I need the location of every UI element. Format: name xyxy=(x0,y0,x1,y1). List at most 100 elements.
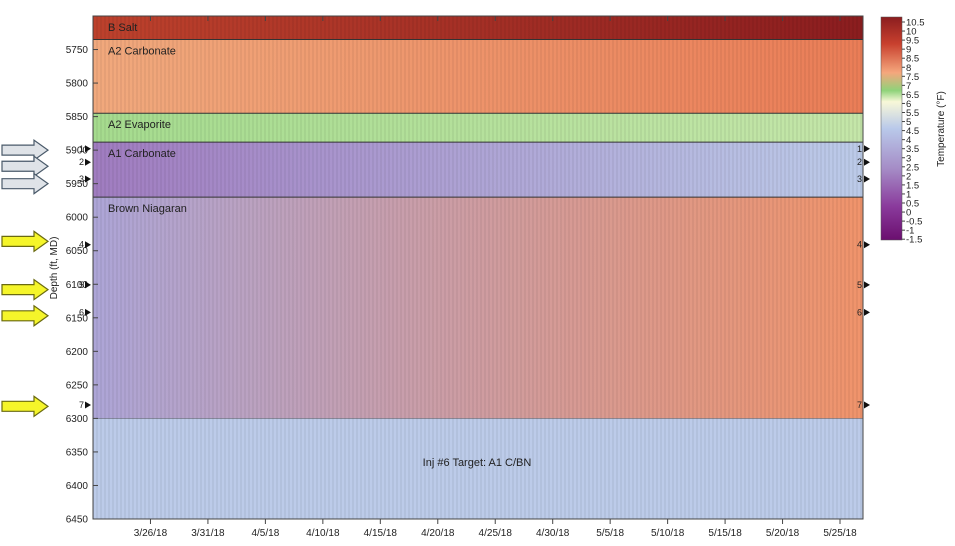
x-tick-label: 4/5/18 xyxy=(251,528,279,539)
gray-arrow xyxy=(1,172,50,195)
colorbar-ticks: 10.5109.598.587.576.565.554.543.532.521.… xyxy=(902,18,925,246)
colorbar-tick-label: 8.5 xyxy=(906,54,919,65)
colorbar-tick-label: 10.5 xyxy=(906,18,925,29)
colorbar-tick-label: 1 xyxy=(906,189,911,200)
formation-labels: B Salt A2 Carbonate A2 Evaporite A1 Carbona… xyxy=(108,22,187,215)
marker-triangle-right xyxy=(864,241,870,249)
marker-label-left: 6 xyxy=(79,307,84,317)
colorbar-tick-label: 0 xyxy=(906,208,911,219)
marker-triangle-left xyxy=(85,241,91,249)
colorbar-tick-label: -1.5 xyxy=(906,235,922,246)
colorbar-tick-label: 10 xyxy=(906,27,917,38)
marker-triangle-right xyxy=(864,308,870,316)
marker-triangle-right xyxy=(864,281,870,289)
x-tick-label: 3/26/18 xyxy=(134,528,168,539)
formation-label: A2 Evaporite xyxy=(108,119,171,131)
yellow-arrow xyxy=(1,395,50,418)
colorbar-tick-label: 6.5 xyxy=(906,90,919,101)
y-tick-label: 5950 xyxy=(66,179,89,190)
marker-label-left: 4 xyxy=(79,240,84,250)
injection-target-annotation: Inj #6 Target: A1 C/BN xyxy=(423,457,532,469)
formation-boundaries xyxy=(93,38,863,419)
colorbar-tick-label: 7 xyxy=(906,81,911,92)
y-axis: 5750 5800 5850 5900 5950 6000 6050 6100 6150 6200… xyxy=(66,45,98,526)
formation-label: Brown Niagaran xyxy=(108,203,187,215)
marker-triangle-left xyxy=(85,308,91,316)
sensor-markers: 1 1 2 2 3 3 4 4 5 5 6 6 7 7 xyxy=(79,144,870,410)
formation-label: A2 Carbonate xyxy=(108,45,176,57)
marker-label-left: 7 xyxy=(79,400,84,410)
colorbar-tick-label: 3 xyxy=(906,153,911,164)
marker-triangle-right xyxy=(864,175,870,183)
x-tick-label: 4/30/18 xyxy=(536,528,570,539)
marker-triangle-left xyxy=(85,401,91,409)
y-tick-label: 6350 xyxy=(66,447,89,458)
y-tick-label: 6200 xyxy=(66,347,89,358)
colorbar-tick-label: 4 xyxy=(906,135,911,146)
x-tick-label: 5/25/18 xyxy=(823,528,857,539)
y-tick-label: 5800 xyxy=(66,79,89,90)
colorbar-tick-label: 6 xyxy=(906,99,911,110)
colorbar-tick-label: 5.5 xyxy=(906,108,919,119)
colorbar-tick-label: 2 xyxy=(906,171,911,182)
colorbar-tick-label: 1.5 xyxy=(906,180,919,191)
plot-frame xyxy=(92,15,864,520)
marker-label-left: 2 xyxy=(79,157,84,167)
marker-label-left: 1 xyxy=(79,144,84,154)
y-tick-label: 6050 xyxy=(66,246,89,257)
colorbar-tick-label: 3.5 xyxy=(906,144,919,155)
x-tick-label: 5/15/18 xyxy=(708,528,742,539)
y-tick-label: 6250 xyxy=(66,380,89,391)
colorbar-tick-label: 7.5 xyxy=(906,72,919,83)
y-tick-label: 5850 xyxy=(66,112,89,123)
colorbar-tick-label: 4.5 xyxy=(906,126,919,137)
marker-triangle-left xyxy=(85,281,91,289)
yellow-arrow xyxy=(1,304,50,327)
marker-label-right: 6 xyxy=(857,307,862,317)
colorbar-gradient xyxy=(880,16,903,241)
colorbar-tick-label: 9 xyxy=(906,45,911,56)
y-axis-label: Depth (ft, MD) xyxy=(49,237,60,300)
marker-label-right: 5 xyxy=(857,280,862,290)
yellow-arrow xyxy=(1,278,50,301)
marker-label-left: 5 xyxy=(79,280,84,290)
x-tick-label: 3/31/18 xyxy=(191,528,225,539)
x-tick-label: 4/25/18 xyxy=(479,528,513,539)
y-tick-label: 6300 xyxy=(66,414,89,425)
colorbar-label: Temperature (°F) xyxy=(936,91,947,167)
marker-label-right: 7 xyxy=(857,400,862,410)
gray-arrow xyxy=(1,138,50,162)
colorbar-tick-label: 5 xyxy=(906,117,911,128)
y-tick-label: 6150 xyxy=(66,313,89,324)
x-tick-label: 5/20/18 xyxy=(766,528,800,539)
x-tick-label: 4/20/18 xyxy=(421,528,455,539)
x-axis: 3/26/18 3/31/18 4/5/18 4/10/18 4/15/18 4/20/1… xyxy=(134,16,857,539)
colorbar-tick-label: 0.5 xyxy=(906,199,919,210)
y-tick-label: 6400 xyxy=(66,481,89,492)
marker-triangle-left xyxy=(85,145,91,153)
marker-triangle-right xyxy=(864,158,870,166)
x-tick-label: 5/5/18 xyxy=(596,528,624,539)
gray-arrow xyxy=(1,155,50,178)
colorbar-tick-label: 8 xyxy=(906,63,911,74)
x-tick-label: 4/10/18 xyxy=(306,528,340,539)
side-arrows xyxy=(1,138,50,418)
y-tick-label: 6000 xyxy=(66,213,89,224)
colorbar-tick-label: 2.5 xyxy=(906,162,919,173)
colorbar xyxy=(880,16,903,241)
marker-triangle-right xyxy=(864,401,870,409)
marker-label-left: 3 xyxy=(79,174,84,184)
formation-label: B Salt xyxy=(108,22,137,34)
y-tick-label: 6100 xyxy=(66,280,89,291)
marker-label-right: 2 xyxy=(857,157,862,167)
formation-label: A1 Carbonate xyxy=(108,148,176,160)
colorbar-tick-label: -1 xyxy=(906,226,914,237)
heatmap-texture xyxy=(93,16,863,519)
marker-triangle-left xyxy=(85,158,91,166)
marker-label-right: 1 xyxy=(857,144,862,154)
marker-triangle-left xyxy=(85,175,91,183)
x-tick-label: 4/15/18 xyxy=(364,528,398,539)
colorbar-tick-label: 9.5 xyxy=(906,36,919,47)
colorbar-tick-label: -0.5 xyxy=(906,217,922,228)
yellow-arrow xyxy=(1,230,50,253)
